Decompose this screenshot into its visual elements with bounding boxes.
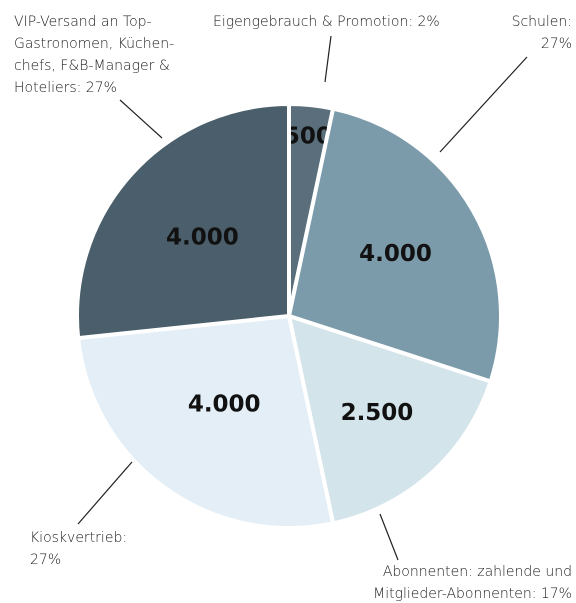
pie-slice: [287, 106, 503, 384]
leader-line: [379, 513, 399, 561]
leader-line: [324, 35, 332, 83]
slice-label: Eigengebrauch & Promotion: 2%: [213, 14, 440, 30]
slice-label: Gastronomen, Küchen-: [14, 36, 174, 52]
value-label: 4.000: [359, 241, 432, 267]
slice-label: Mitglieder-Abonnenten: 17%: [373, 586, 572, 602]
value-label: 2.500: [341, 400, 414, 426]
value-label: 4.000: [188, 392, 261, 418]
slice-label: Hoteliers: 27%: [14, 80, 117, 96]
pie-slice: [75, 102, 291, 341]
value-label: 4.000: [166, 224, 239, 250]
slice-label: Schulen:: [512, 14, 572, 30]
leader-line: [119, 99, 163, 139]
leader-line: [439, 56, 528, 153]
slice-label: VIP-Versand an Top-: [14, 14, 152, 30]
slice-label: 27%: [30, 552, 61, 568]
pie-slice: [287, 314, 493, 526]
slice-label: Kioskvertrieb:: [30, 530, 127, 546]
pie-slice: [76, 314, 336, 530]
slice-label: 27%: [541, 36, 572, 52]
slice-label: Abonnenten: zahlende und: [383, 564, 572, 580]
leader-line: [77, 461, 133, 525]
slice-label: chefs, F&B-Manager &: [14, 58, 170, 74]
